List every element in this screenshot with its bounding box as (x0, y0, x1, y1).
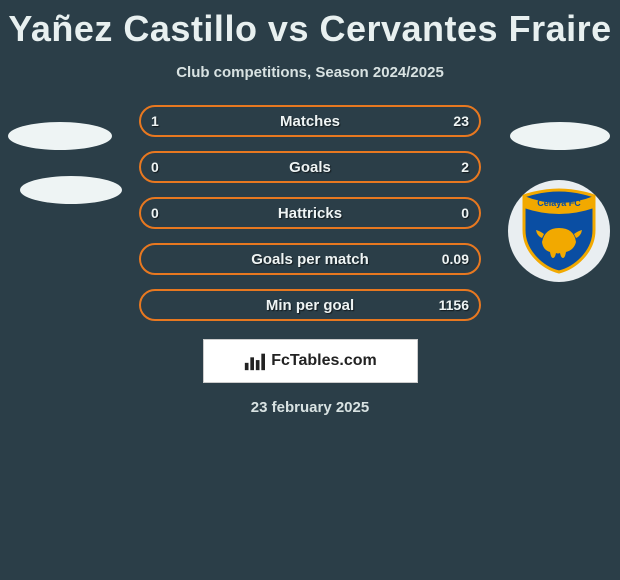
stat-label: Goals (141, 159, 479, 176)
stat-right-value: 0.09 (442, 251, 469, 267)
shield-icon: Celaya FC (520, 188, 598, 274)
player-left-oval-2 (20, 176, 122, 204)
fctables-label: FcTables.com (271, 352, 377, 370)
stat-left-value: 1 (151, 113, 159, 129)
stat-right-value: 1156 (439, 297, 469, 313)
stat-row-matches: 1 Matches 23 (139, 105, 481, 137)
stat-label: Hattricks (141, 205, 479, 222)
stat-right-value: 23 (453, 113, 469, 129)
player-left-oval-1 (8, 122, 112, 150)
date-label: 23 february 2025 (0, 399, 620, 416)
stat-right-value: 0 (461, 205, 469, 221)
fctables-link[interactable]: FcTables.com (203, 339, 418, 383)
stat-label: Goals per match (141, 251, 479, 268)
svg-text:Celaya FC: Celaya FC (537, 198, 581, 208)
subtitle: Club competitions, Season 2024/2025 (0, 64, 620, 81)
stat-left-value: 0 (151, 159, 159, 175)
player-right-oval (510, 122, 610, 150)
stat-right-value: 2 (461, 159, 469, 175)
stat-row-goals-per-match: Goals per match 0.09 (139, 243, 481, 275)
celaya-fc-crest: Celaya FC (508, 180, 610, 282)
stat-row-hattricks: 0 Hattricks 0 (139, 197, 481, 229)
bars-chart-icon (243, 350, 265, 372)
stat-label: Matches (141, 113, 479, 130)
stat-left-value: 0 (151, 205, 159, 221)
stat-row-goals: 0 Goals 2 (139, 151, 481, 183)
stat-row-min-per-goal: Min per goal 1156 (139, 289, 481, 321)
page-title: Yañez Castillo vs Cervantes Fraire (0, 0, 620, 50)
stat-label: Min per goal (141, 297, 479, 314)
